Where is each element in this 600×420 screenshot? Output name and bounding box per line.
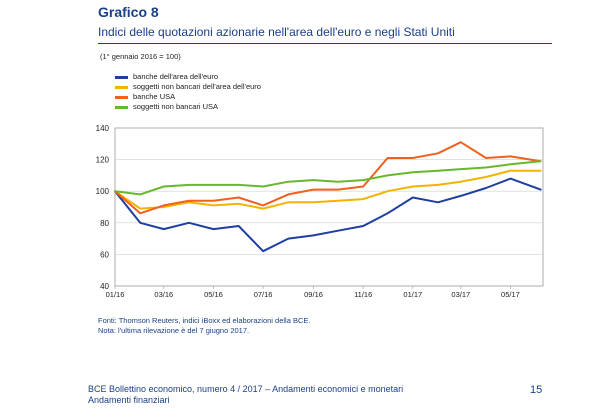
legend-label: soggetti non bancari USA xyxy=(133,102,219,111)
plot-frame xyxy=(114,127,544,287)
source-line: Fonti: Thomson Reuters, indici iBoxx ed … xyxy=(98,316,311,325)
series-line-1 xyxy=(114,169,542,210)
page-number: 15 xyxy=(530,384,543,396)
legend-label: soggetti non bancari dell'area dell'euro xyxy=(133,82,261,91)
x-tick-label: 05/16 xyxy=(204,290,223,299)
series-line-0 xyxy=(114,177,542,253)
series-line-2 xyxy=(114,141,542,215)
footer-section: Andamenti finanziari xyxy=(88,395,170,405)
legend-item: soggetti non bancari dell'area dell'euro xyxy=(115,82,261,92)
x-tick-label: 03/17 xyxy=(451,290,470,299)
legend-swatch xyxy=(115,95,128,99)
legend-item: soggetti non bancari USA xyxy=(115,102,261,112)
x-tick-label: 05/17 xyxy=(501,290,520,299)
chart-title: Grafico 8 xyxy=(98,4,159,20)
y-tick-label: 40 xyxy=(100,282,109,291)
chart-subtitle: Indici delle quotazioni azionarie nell'a… xyxy=(98,25,455,39)
legend-swatch xyxy=(115,85,128,89)
legend-item: banche USA xyxy=(115,92,261,102)
x-tick-label: 09/16 xyxy=(304,290,323,299)
x-tick-label: 01/16 xyxy=(106,290,125,299)
x-tick-label: 03/16 xyxy=(154,290,173,299)
page-footer: BCE Bollettino economico, numero 4 / 201… xyxy=(88,384,403,406)
legend-label: banche USA xyxy=(133,92,176,101)
legend-label: banche dell'area dell'euro xyxy=(133,72,219,81)
note-line: Nota: l'ultima rilevazione è del 7 giugn… xyxy=(98,326,250,335)
legend-swatch xyxy=(115,75,128,79)
y-tick-label: 60 xyxy=(100,250,109,259)
y-tick-label: 80 xyxy=(100,219,109,228)
chart-legend: banche dell'area dell'euro soggetti non … xyxy=(115,72,261,112)
source-note: Fonti: Thomson Reuters, indici iBoxx ed … xyxy=(98,316,310,336)
x-tick-label: 01/17 xyxy=(403,290,422,299)
title-divider xyxy=(98,43,552,44)
x-tick-label: 11/16 xyxy=(354,290,372,299)
series-line-3 xyxy=(114,160,542,196)
legend-swatch xyxy=(115,105,128,109)
unit-note: (1° gennaio 2016 = 100) xyxy=(100,52,181,61)
footer-publication: BCE Bollettino economico, numero 4 / 201… xyxy=(88,384,404,394)
x-tick-label: 07/16 xyxy=(254,290,273,299)
y-tick-label: 120 xyxy=(96,156,110,165)
legend-item: banche dell'area dell'euro xyxy=(115,72,261,82)
y-tick-label: 100 xyxy=(96,187,110,196)
y-tick-label: 140 xyxy=(96,124,110,133)
